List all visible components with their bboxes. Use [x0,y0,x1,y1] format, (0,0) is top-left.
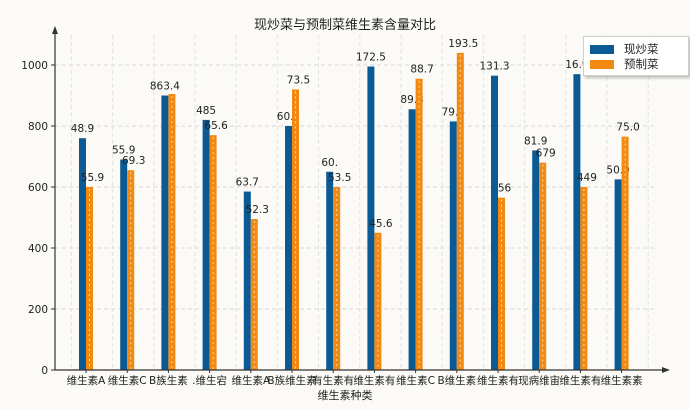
y-tick-label: 200 [28,304,48,316]
bar-fresh [202,119,210,371]
x-tick-label: 现病维宙 [518,374,560,387]
bar-value-label: 131.3 [479,61,509,73]
x-tick-label: B族维生素 [267,374,316,387]
chart-title: 现炒菜与预制菜维生素含量对比 [253,18,436,33]
bar-value-label: 53.5 [328,172,351,184]
bar-value-label: 56 [498,183,512,195]
x-tick-label: 有生素有 [312,374,354,387]
bar-prepared [292,89,299,371]
x-tick-label: 维生素有 [353,374,395,387]
x-tick-label: 维生素有 [477,374,519,387]
bar-value-label: 75.0 [616,122,639,134]
bar-value-label: 88.7 [410,64,433,76]
bar-fresh [367,66,375,371]
bar-prepared [415,78,423,370]
bar-value-label: 60. [321,157,338,169]
legend-item-series-0: 现炒菜 [590,42,659,56]
bar-value-label: 81.9 [524,135,547,147]
x-tick-label: B维生素 [437,374,476,387]
bar-value-label: 69.3 [122,155,145,167]
legend-swatch [590,44,614,54]
y-tick-label: 600 [28,182,48,194]
bar-fresh [532,150,540,370]
bar-fresh [491,75,498,371]
bar-value-label: 52.3 [246,204,269,216]
bar-value-label: 16.9 [565,59,588,71]
bar-prepared [333,187,341,370]
x-axis-arrow-icon [662,367,670,373]
bar-value-label: 48.9 [71,123,94,135]
bar-prepared [250,219,258,370]
bar-value-label: 172.5 [356,52,386,64]
bar-prepared [86,187,93,370]
bar-value-label: 863.4 [150,81,180,93]
legend-item-series-1: 预制菜 [590,57,659,71]
bar-value-label: 449 [577,172,597,184]
bar-value-label: 73.5 [287,74,310,86]
x-tick-label: 维生素C [396,374,435,387]
x-tick-label: 维生素素 [601,374,643,387]
y-tick-label: 400 [28,243,48,255]
bar-value-label: 55.9 [112,145,135,157]
bar-fresh [573,74,581,371]
y-axis-arrow-icon [52,26,58,34]
x-tick-label: B族生素 [149,374,188,387]
bar-value-label: 679 [536,148,556,160]
bar-fresh [285,126,292,370]
legend: 现炒菜 预制菜 [583,36,689,76]
legend-label: 预制菜 [624,57,659,71]
y-tick-label: 1000 [21,60,48,72]
bar-value-label: 65.6 [204,120,228,132]
bar-prepared [580,187,588,370]
bar-fresh [161,95,169,370]
bar-fresh [408,109,416,370]
bar-fresh [614,179,622,370]
legend-label: 现炒菜 [624,42,659,56]
bar-fresh [243,191,251,370]
bar-value-label: 55.9 [81,172,104,184]
x-tick-label: 维生素A [231,374,270,387]
bar-value-label: 45.6 [369,218,393,230]
y-tick-label: 800 [28,121,48,133]
bar-fresh [79,138,86,370]
x-tick-label: 维生素A [67,374,106,387]
x-tick-label: .维生宕 [192,374,227,387]
bar-fresh [326,171,334,370]
y-tick-label: 0 [41,365,48,377]
x-tick-label: 维生素有 [559,374,601,387]
bar-value-label: 193.5 [448,38,478,50]
legend-swatch [590,59,614,69]
x-axis-title: 维生素种类 [317,389,373,402]
x-tick-label: 维生素C [108,374,147,387]
bar-prepared [621,136,629,370]
bar-value-label: 485 [196,105,216,117]
bar-prepared [498,197,505,370]
bar-fresh [449,121,457,370]
bar-value-label: 63.7 [236,177,259,189]
bar-prepared [127,170,135,370]
bar-fresh [120,159,128,370]
